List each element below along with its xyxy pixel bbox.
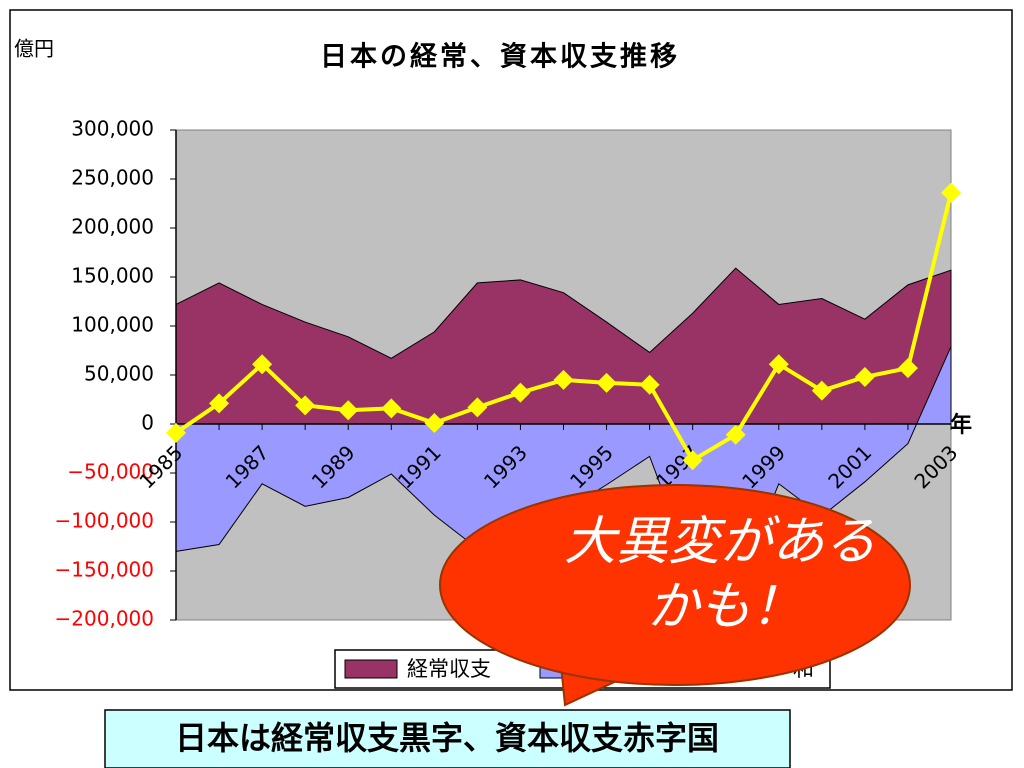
marker <box>510 382 531 403</box>
area <box>175 267 952 425</box>
marker <box>252 354 273 375</box>
callout-text: かも！ <box>647 577 803 637</box>
y-tick-label: 50,000 <box>84 362 154 386</box>
marker <box>682 450 703 471</box>
marker <box>854 366 875 387</box>
marker <box>811 380 832 401</box>
callout-bubble <box>439 484 911 686</box>
y-unit: 億円 <box>14 37 54 61</box>
marker <box>596 372 617 393</box>
y-tick-label: −50,000 <box>67 460 154 484</box>
caption: 日本は経常収支黒字、資本収支赤字国 <box>175 719 719 757</box>
marker <box>209 393 230 414</box>
marker <box>639 374 660 395</box>
chart-title: 日本の経常、資本収支推移 <box>320 41 680 73</box>
y-tick-label: 0 <box>141 411 154 435</box>
marker <box>768 354 789 375</box>
callout: 大異変がある かも！ <box>439 484 911 707</box>
marker <box>381 398 402 419</box>
y-tick-label: −150,000 <box>55 558 154 582</box>
marker <box>467 397 488 418</box>
y-tick-label: 250,000 <box>71 166 154 190</box>
marker <box>897 358 918 379</box>
caption-box <box>104 709 791 768</box>
y-tick-label: −200,000 <box>55 607 154 631</box>
callout-join <box>555 647 641 673</box>
callout-text: 大異変がある <box>564 512 876 572</box>
y-tick-label: −100,000 <box>55 509 154 533</box>
marker <box>295 395 316 416</box>
y-tick-label: 200,000 <box>71 215 154 239</box>
legend-label: 経常収支 <box>407 657 491 681</box>
y-tick-label: 100,000 <box>71 313 154 337</box>
marker <box>166 422 186 443</box>
marker <box>941 182 961 203</box>
marker <box>424 413 445 434</box>
marker <box>553 369 574 390</box>
marker <box>338 400 359 421</box>
y-tick-label: 150,000 <box>71 264 154 288</box>
marker <box>725 424 746 445</box>
legend-swatch <box>344 659 398 679</box>
x-unit: 年 <box>950 412 972 438</box>
y-tick-label: 300,000 <box>71 117 154 141</box>
